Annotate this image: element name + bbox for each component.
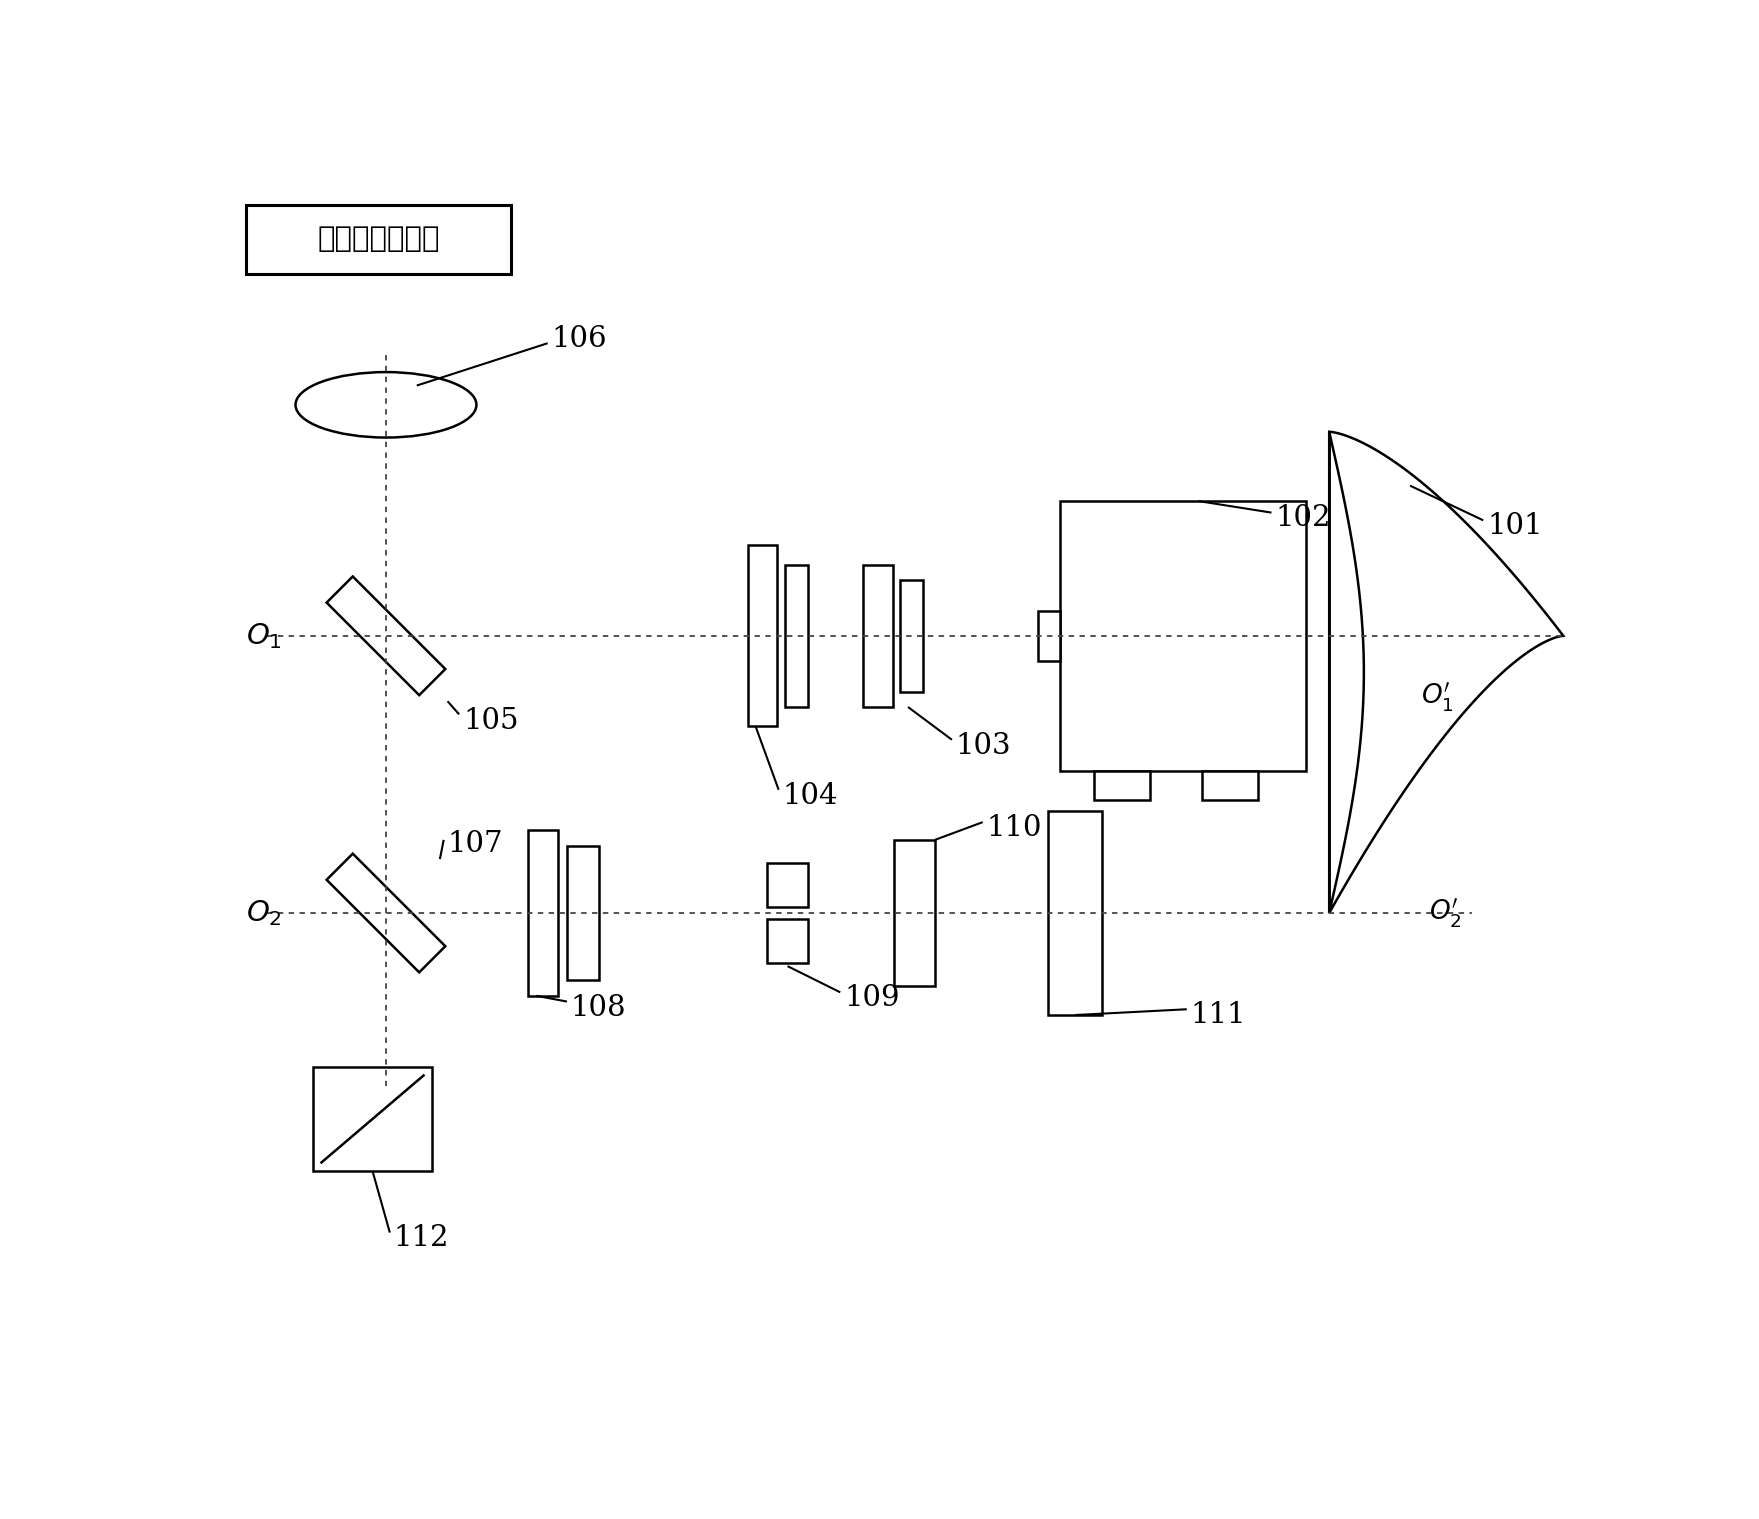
Bar (1094, 770, 1150, 801)
Text: $O_2'$: $O_2'$ (1430, 896, 1462, 930)
Text: 微流控芯片平台: 微流控芯片平台 (317, 225, 440, 254)
Ellipse shape (296, 372, 477, 437)
Bar (1059, 501, 1307, 770)
Bar (894, 840, 936, 986)
Text: 110: 110 (987, 814, 1041, 843)
Polygon shape (327, 577, 445, 696)
Bar (901, 580, 923, 691)
Text: 105: 105 (463, 706, 519, 735)
Bar (767, 919, 807, 963)
Text: $O_1$: $O_1$ (246, 621, 281, 650)
Text: 108: 108 (570, 993, 626, 1022)
Bar (246, 205, 512, 273)
Text: 101: 101 (1486, 512, 1543, 539)
Text: 111: 111 (1191, 1001, 1245, 1028)
Polygon shape (327, 854, 445, 972)
Bar (1038, 611, 1059, 661)
Bar (748, 545, 777, 726)
Bar (864, 565, 892, 706)
Text: $O_2$: $O_2$ (246, 898, 281, 928)
Text: 109: 109 (844, 984, 901, 1012)
Bar (767, 863, 807, 907)
Text: 112: 112 (394, 1224, 449, 1252)
Text: 103: 103 (955, 732, 1011, 760)
Bar (1048, 811, 1103, 1015)
Text: 104: 104 (783, 782, 837, 810)
Text: 102: 102 (1275, 504, 1332, 532)
Bar (566, 846, 600, 980)
Bar (528, 831, 558, 996)
Bar (785, 565, 807, 706)
Text: 106: 106 (552, 325, 607, 354)
Polygon shape (1330, 431, 1564, 913)
Bar (1201, 770, 1258, 801)
Bar (313, 1066, 433, 1171)
Text: $O_1'$: $O_1'$ (1421, 681, 1453, 714)
Text: 107: 107 (447, 829, 503, 858)
